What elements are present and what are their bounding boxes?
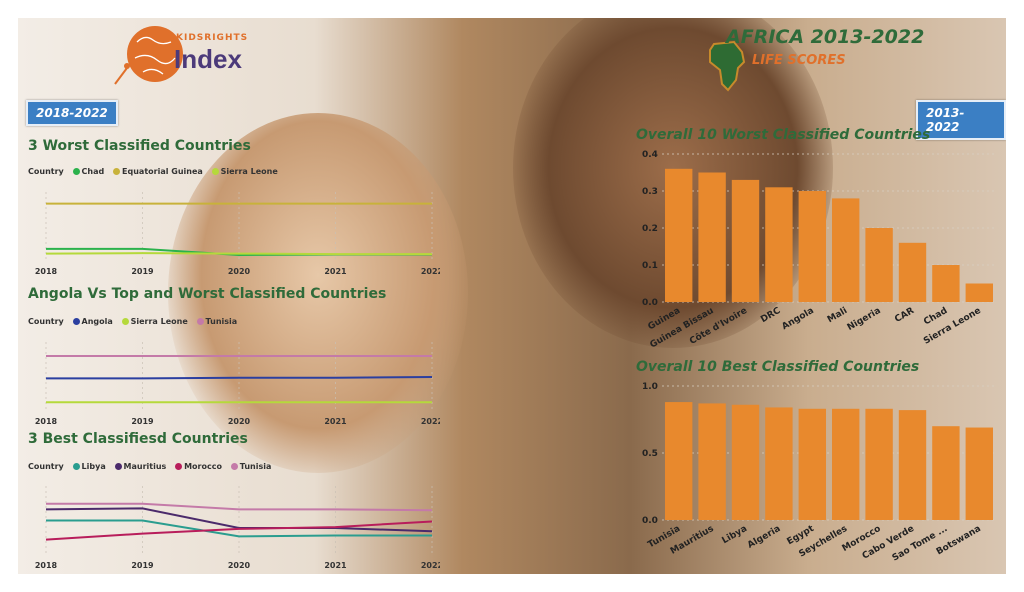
chart-title-worst3: 3 Worst Classified Countries [28,138,251,154]
legend-label: Country [28,462,64,471]
legend-item-chad: Chad [72,167,104,176]
bar-botswana [965,427,993,520]
x-tick-label: 2018 [35,417,58,426]
series-line-angola [46,376,433,380]
legend-label: Country [28,317,64,326]
bar-mauritius [698,403,726,520]
y-tick-label: 0.0 [642,298,658,308]
series-line-libya [46,519,432,538]
legend-worst3: Country Chad Equatorial Guinea Sierra Le… [28,167,278,176]
bar-sierra-leone [965,283,993,302]
x-tick-label: 2019 [131,267,154,276]
bar-libya [731,404,760,520]
bar-angola [798,191,826,302]
line-chart-angola: 2018 2019 2020 2021 2022 [35,342,440,426]
bar-sao-tome [932,426,960,520]
x-tick-label: CAR [893,306,916,325]
x-tick-label: Libya [720,524,749,546]
x-tick-label: 2019 [131,417,154,426]
legend-best3: Country Libya Mauritius Morocco Tunisia [28,462,271,471]
legend-item-equatorial-guinea: Equatorial Guinea [113,167,203,176]
dashboard-subtitle: LIFE SCORES [752,53,846,68]
series-line-tunisia [46,502,433,512]
bar-tunisia [665,402,693,520]
logo-text-bottom: Index [174,44,242,74]
y-tick-label: 0.2 [642,224,658,234]
legend-item-sierra-leone: Sierra Leone [211,167,278,176]
legend-item-mauritius: Mauritius [114,462,166,471]
dashboard-canvas: KIDSRIGHTS Index AFRICA 2013-2022 LIFE S… [18,18,1006,574]
x-tick-label: 2020 [228,561,251,570]
y-tick-label: 0.0 [642,516,658,526]
x-tick-label: 2020 [228,267,251,276]
chart-title-best3: 3 Best Classifiesd Countries [28,431,248,447]
x-tick-label: 2022 [421,561,440,570]
bar-drc [765,187,793,302]
legend-item-libya: Libya [72,462,106,471]
x-tick-label: Angola [780,306,815,332]
x-tick-label: 2021 [324,561,347,570]
x-tick-label: Sierra Leone [922,306,983,347]
x-tick-label: 2021 [324,417,347,426]
x-tick-label: Côte d'Ivoire [688,305,749,347]
chart-title-angola: Angola Vs Top and Worst Classified Count… [28,286,387,302]
chart-title-worst10: Overall 10 Worst Classified Countries [636,127,931,143]
y-tick-label: 0.4 [642,150,658,160]
bar-c-te-d-ivoire [731,179,760,302]
x-tick-label: Nigeria [846,306,883,333]
x-tick-label: 2018 [35,561,58,570]
series-line-sierra-leone [45,252,432,256]
kidsrights-logo-icon [114,26,183,85]
legend-item-tunisia: Tunisia [196,317,237,326]
legend-item-angola: Angola [72,317,113,326]
x-tick-label: 2018 [35,267,58,276]
period-badge-right: 2013-2022 [916,100,1006,140]
bar-mali [832,198,860,302]
legend-angola: Country Angola Sierra Leone Tunisia [28,317,237,326]
line-chart-best3: 2018 2019 2020 2021 2022 [35,486,440,570]
x-tick-label: 2021 [324,267,347,276]
bar-nigeria [865,228,893,302]
x-tick-label: 2019 [131,561,154,570]
bar-seychelles [832,408,860,520]
x-tick-label: DRC [759,306,783,325]
y-tick-label: 0.5 [642,449,658,459]
bar-morocco [865,408,893,520]
bar-guinea-bissau [698,172,726,302]
y-tick-label: 1.0 [642,382,658,392]
x-tick-label: Mali [826,306,849,325]
chart-title-best10: Overall 10 Best Classified Countries [636,359,920,375]
africa-map-icon [709,40,746,92]
legend-item-sierra-leone: Sierra Leone [121,317,188,326]
bar-chad [932,265,960,302]
series-line-morocco [45,520,433,541]
y-tick-label: 0.3 [642,187,658,197]
dashboard-title: AFRICA 2013-2022 [726,26,925,48]
y-tick-label: 0.1 [642,261,658,271]
legend-item-morocco: Morocco [175,462,222,471]
legend-item-tunisia: Tunisia [230,462,271,471]
line-chart-worst3: 2018 2019 2020 2021 2022 [35,192,440,276]
bar-algeria [765,407,793,520]
period-badge-left: 2018-2022 [26,100,118,126]
bar-egypt [798,408,826,520]
bar-car [898,242,927,302]
logo-text-top: KIDSRIGHTS [176,33,249,43]
x-tick-label: 2020 [228,417,251,426]
bar-guinea [665,168,693,302]
bar-cabo-verde [898,410,927,520]
x-tick-label: 2022 [421,267,440,276]
x-tick-label: 2022 [421,417,440,426]
legend-label: Country [28,167,64,176]
x-tick-label: Algeria [746,524,782,551]
